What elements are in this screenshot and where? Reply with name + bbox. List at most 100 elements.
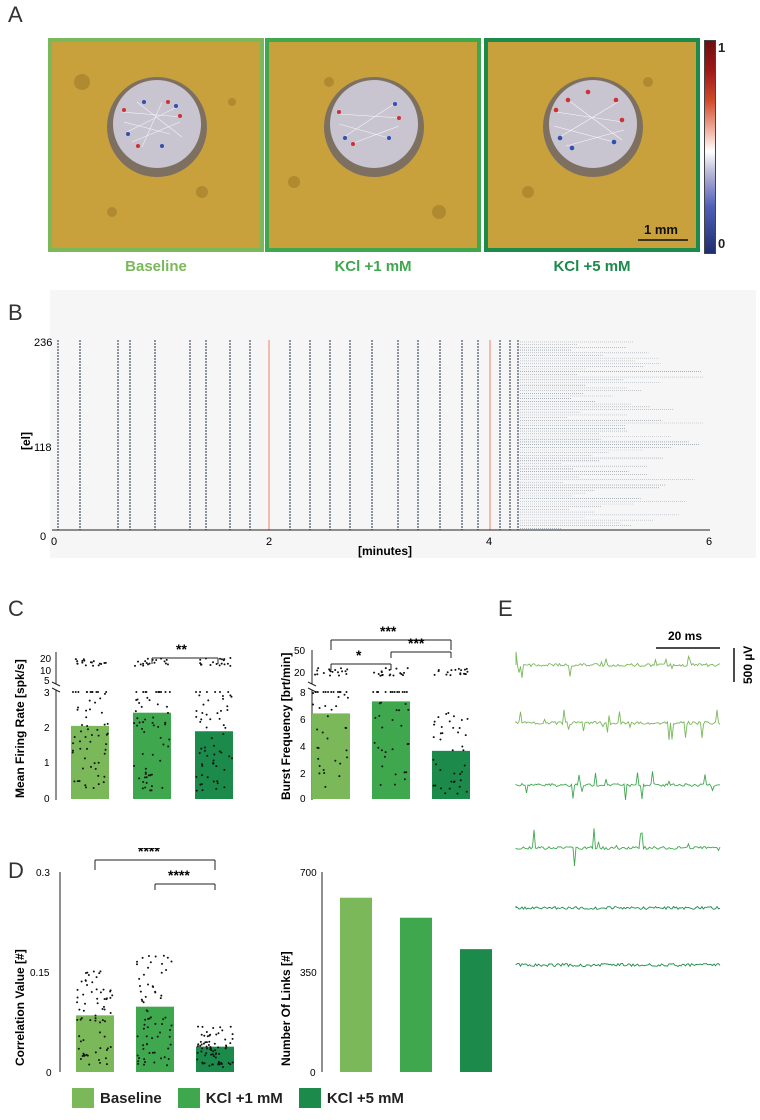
data-point-upper <box>334 669 337 672</box>
data-point <box>138 984 141 987</box>
data-point <box>90 990 93 993</box>
data-point <box>314 691 317 693</box>
data-point <box>81 723 84 726</box>
data-point <box>212 780 215 783</box>
data-point <box>142 1047 145 1050</box>
data-point <box>338 775 341 778</box>
bar-1 <box>136 1006 174 1072</box>
data-point <box>149 774 152 777</box>
data-point <box>162 954 165 957</box>
data-point <box>200 747 203 750</box>
data-point <box>210 737 213 740</box>
data-point <box>391 691 394 693</box>
data-point <box>73 780 76 783</box>
data-point <box>404 703 407 706</box>
data-point <box>206 776 209 779</box>
data-point-upper <box>463 668 466 671</box>
data-point <box>102 988 105 991</box>
data-point <box>400 724 403 727</box>
data-point <box>142 1027 145 1030</box>
data-point <box>160 691 163 693</box>
data-point <box>202 1042 205 1045</box>
data-point <box>144 772 147 775</box>
panel-label-b: B <box>8 300 23 325</box>
data-point <box>147 955 150 958</box>
data-point <box>78 779 81 782</box>
data-point <box>156 1035 159 1038</box>
data-point <box>77 706 80 709</box>
mean-firing-rate-chart: 20 10 5 3 2 1 0 ** Mean Firing Rate [spk… <box>13 641 233 805</box>
data-point <box>161 786 164 789</box>
data-point-upper <box>218 664 221 667</box>
data-point <box>163 1056 166 1059</box>
panel-label-c: C <box>8 596 24 621</box>
data-point <box>89 1019 92 1022</box>
data-point <box>86 1054 89 1057</box>
data-point <box>212 1027 215 1030</box>
data-point <box>227 1062 230 1065</box>
data-point <box>159 736 162 739</box>
data-point <box>393 691 396 693</box>
data-point <box>147 966 150 969</box>
data-point <box>377 746 380 749</box>
data-point <box>79 1018 82 1021</box>
data-point <box>196 1045 199 1048</box>
data-point <box>82 1052 85 1055</box>
data-point <box>201 764 204 767</box>
c-right-sig-2: * <box>356 647 362 663</box>
data-point <box>393 783 396 786</box>
data-point <box>228 755 231 758</box>
data-point <box>71 749 74 752</box>
data-point <box>77 1047 80 1050</box>
data-point <box>461 745 464 748</box>
data-point <box>89 765 92 768</box>
data-point <box>139 990 142 993</box>
data-point <box>215 787 218 790</box>
data-point <box>205 1030 208 1033</box>
data-point <box>109 996 112 999</box>
data-point <box>141 727 144 730</box>
data-point <box>145 1043 148 1046</box>
data-point <box>441 732 444 735</box>
voltage-trace-3 <box>515 828 721 867</box>
data-point <box>374 716 377 719</box>
d-left-ylabel: Correlation Value [#] <box>13 949 27 1066</box>
data-point <box>345 691 348 693</box>
data-point <box>229 1042 232 1045</box>
data-point <box>205 1052 208 1055</box>
data-point <box>142 1044 145 1047</box>
data-point <box>195 789 198 792</box>
c-right-tick-20: 20 <box>294 668 306 679</box>
data-point <box>104 1057 107 1060</box>
data-point <box>144 767 147 770</box>
data-point <box>141 956 144 959</box>
data-point-upper <box>437 670 440 673</box>
data-point-upper <box>388 674 391 677</box>
data-point <box>79 1040 82 1043</box>
data-point-upper <box>92 660 95 663</box>
data-point <box>73 735 76 738</box>
data-point <box>94 701 97 704</box>
data-point-upper <box>92 664 95 667</box>
data-point <box>211 1063 214 1066</box>
c-left-tick-1: 1 <box>44 758 50 769</box>
data-point <box>200 763 203 766</box>
c-right-sig-3: *** <box>408 635 425 651</box>
data-point <box>218 1052 221 1055</box>
data-point <box>142 1063 145 1066</box>
data-point <box>209 1048 212 1051</box>
data-point-upper <box>464 673 467 676</box>
data-point <box>169 1028 172 1031</box>
data-point <box>223 786 226 789</box>
data-point <box>214 1049 217 1052</box>
data-point <box>212 759 215 762</box>
data-point <box>214 691 217 693</box>
c-right-sig-1: *** <box>380 623 397 639</box>
bar-1 <box>400 917 432 1072</box>
data-point <box>105 1063 108 1066</box>
data-point-upper <box>220 662 223 665</box>
data-point <box>80 980 83 983</box>
data-point <box>94 1014 97 1017</box>
data-point <box>97 1058 100 1061</box>
data-point-upper <box>337 674 340 677</box>
